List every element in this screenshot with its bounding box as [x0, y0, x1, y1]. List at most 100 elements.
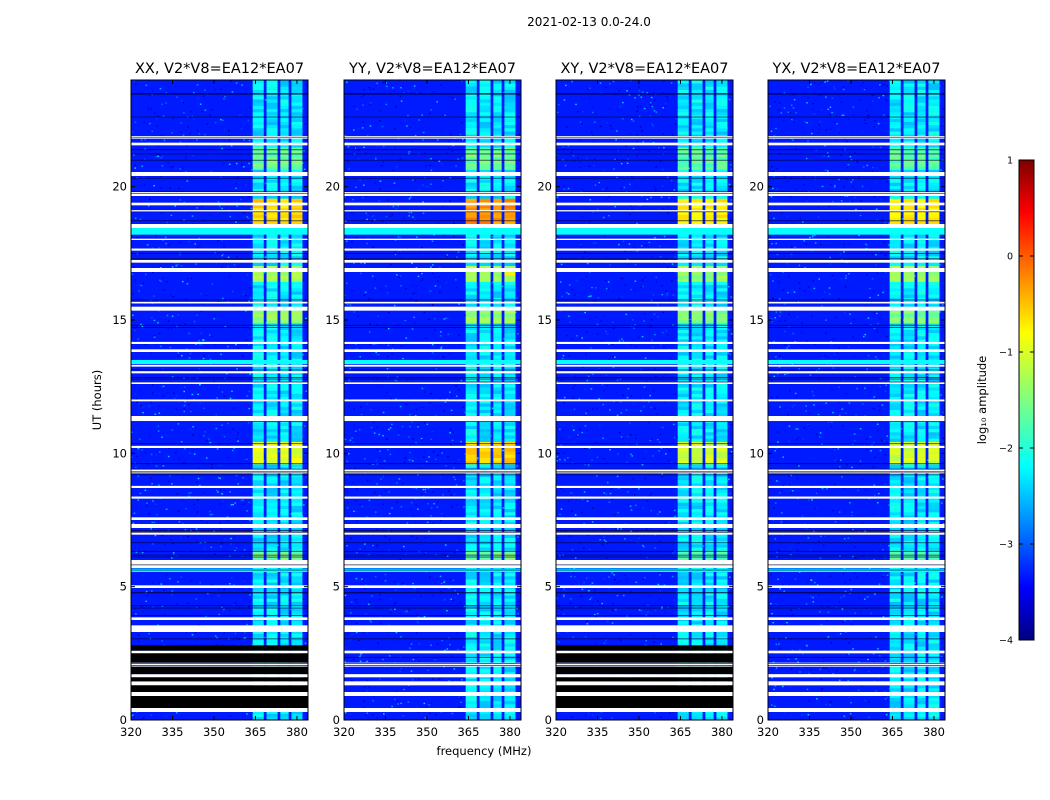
- noise-cell: [412, 198, 415, 201]
- noise-cell: [362, 104, 364, 106]
- noise-cell: [400, 702, 402, 705]
- channel-cell: [493, 140, 502, 145]
- dropout-line: [131, 443, 308, 445]
- noise-cell: [151, 530, 153, 533]
- channel-cell: [479, 118, 491, 122]
- channel-cell: [252, 374, 264, 378]
- channel-cell: [479, 390, 491, 394]
- channel-cell: [280, 297, 289, 302]
- noise-cell: [446, 555, 449, 558]
- noise-cell: [355, 236, 358, 239]
- noise-cell: [376, 144, 378, 147]
- channel-cell: [280, 428, 289, 433]
- channel-cell: [252, 480, 264, 484]
- noise-cell: [437, 501, 439, 503]
- channel-cell: [493, 336, 502, 340]
- noise-cell: [395, 380, 398, 382]
- noise-cell: [430, 438, 433, 441]
- channel-cell: [465, 620, 477, 625]
- noise-cell: [412, 679, 414, 681]
- noise-cell: [397, 205, 399, 207]
- channel-cell: [252, 118, 264, 122]
- noise-cell: [424, 165, 427, 167]
- noise-cell: [379, 109, 382, 112]
- channel-cell: [266, 643, 278, 647]
- dropout-line: [344, 258, 521, 260]
- noise-cell: [373, 696, 375, 698]
- channel-cell: [465, 217, 477, 222]
- noise-cell: [132, 538, 134, 540]
- noise-cell: [429, 290, 432, 292]
- noise-cell: [230, 537, 232, 540]
- noise-cell: [394, 608, 396, 610]
- noise-cell: [188, 357, 191, 359]
- noise-cell: [206, 440, 208, 442]
- noise-cell: [305, 476, 307, 479]
- noise-cell: [603, 539, 606, 541]
- noise-cell: [159, 119, 162, 121]
- noise-cell: [440, 163, 443, 165]
- noise-cell: [195, 598, 198, 600]
- channel-cell: [493, 499, 502, 503]
- channel-cell: [252, 339, 264, 343]
- channel-cell: [493, 256, 502, 260]
- channel-cell: [291, 83, 303, 87]
- y-tick-label: 5: [333, 580, 340, 594]
- noise-cell: [350, 601, 353, 603]
- noise-cell: [355, 635, 357, 637]
- channel-cell: [252, 412, 264, 417]
- channel-cell: [291, 131, 303, 135]
- noise-cell: [147, 205, 150, 207]
- dropout-line: [344, 377, 521, 378]
- dropout-line: [344, 299, 521, 301]
- noise-cell: [477, 346, 480, 348]
- dropout-line: [131, 665, 308, 666]
- channel-cell: [479, 240, 491, 244]
- channel-cell: [280, 195, 289, 199]
- noise-cell: [195, 263, 197, 265]
- noise-cell: [135, 466, 137, 468]
- noise-cell: [392, 90, 395, 92]
- flagged-gap: [344, 224, 521, 228]
- noise-cell: [366, 516, 368, 518]
- noise-cell: [444, 544, 447, 546]
- channel-cell: [291, 246, 303, 250]
- noise-cell: [372, 700, 374, 702]
- channel-cell: [493, 233, 502, 238]
- noise-cell: [248, 390, 251, 393]
- channel-cell: [493, 528, 502, 532]
- noise-cell: [236, 255, 238, 257]
- noise-cell: [177, 314, 180, 316]
- channel-cell: [493, 598, 502, 602]
- channel-cell: [291, 89, 303, 94]
- noise-cell: [216, 448, 219, 450]
- channel-cell: [252, 240, 264, 244]
- channel-cell: [252, 499, 264, 503]
- noise-cell: [223, 98, 225, 100]
- noise-cell: [355, 519, 357, 521]
- channel-cell: [291, 454, 303, 458]
- noise-cell: [172, 552, 175, 554]
- channel-cell: [252, 86, 264, 90]
- noise-cell: [350, 612, 352, 614]
- channel-cell: [252, 121, 264, 126]
- noise-cell: [456, 395, 458, 397]
- dropout-line: [344, 378, 521, 380]
- noise-cell: [151, 482, 153, 485]
- channel-cell: [493, 544, 502, 548]
- channel-cell: [266, 198, 278, 202]
- dropout-line: [131, 556, 308, 558]
- noise-cell: [517, 600, 520, 603]
- channel-cell: [252, 160, 264, 164]
- black-gap: [131, 666, 308, 675]
- noise-cell: [147, 131, 149, 133]
- noise-cell: [417, 590, 419, 593]
- channel-cell: [479, 169, 491, 174]
- channel-cell: [291, 352, 303, 356]
- dropout-line: [131, 93, 308, 95]
- noise-cell: [158, 332, 161, 335]
- flagged-gap: [344, 681, 521, 686]
- noise-cell: [447, 456, 449, 458]
